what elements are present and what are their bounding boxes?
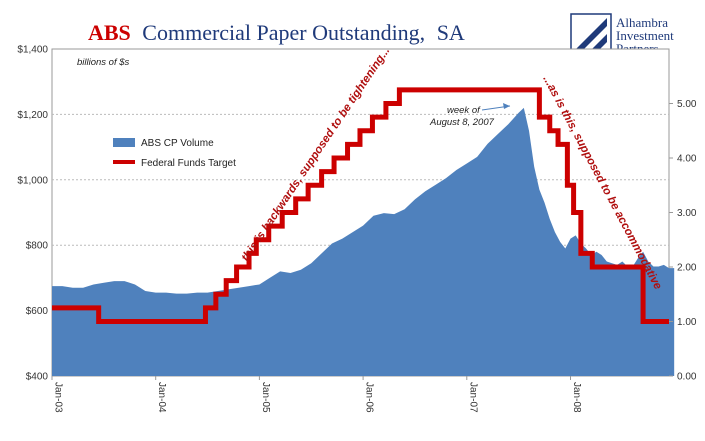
- y-left-tick-0: $400: [26, 372, 49, 383]
- y-left-axis: $400 $600 $800 $1,000 $1,200 $1,400: [17, 45, 48, 383]
- fed-funds-line-layer: [52, 87, 669, 324]
- legend-label-area: ABS CP Volume: [141, 138, 214, 149]
- logo-mark-icon-small: [591, 34, 607, 50]
- legend: ABS CP Volume Federal Funds Target: [113, 138, 236, 169]
- x-tick-5: Jan-08: [571, 382, 582, 413]
- x-tick-4: Jan-07: [467, 382, 478, 413]
- annotation-peak-line2: August 8, 2007: [429, 117, 495, 128]
- logo-line-2: Investment: [616, 28, 674, 43]
- x-tick-3: Jan-06: [364, 382, 375, 413]
- x-axis: Jan-03 Jan-04 Jan-05 Jan-06 Jan-07 Jan-08: [51, 376, 582, 413]
- title-sa: SA: [437, 20, 465, 45]
- chart-title: ABS Commercial Paper Outstanding, SA: [88, 20, 465, 45]
- x-tick-2: Jan-05: [260, 382, 271, 413]
- y-right-tick-3: 3.00: [677, 208, 697, 219]
- y-left-tick-3: $1,000: [17, 175, 48, 186]
- y-right-axis: 0.00 1.00 2.00 3.00 4.00 5.00: [669, 99, 697, 383]
- y-left-tick-2: $800: [26, 241, 49, 252]
- title-abs: ABS: [88, 20, 131, 45]
- legend-swatch-area: [113, 138, 135, 147]
- y-right-tick-1: 1.00: [677, 317, 697, 328]
- y-right-tick-2: 2.00: [677, 263, 697, 274]
- y-right-tick-4: 4.00: [677, 154, 697, 165]
- annotation-peak-line1: week of: [447, 105, 481, 116]
- legend-label-line: Federal Funds Target: [141, 158, 236, 169]
- x-tick-0: Jan-03: [53, 382, 64, 413]
- unit-label: billions of $s: [77, 57, 130, 68]
- y-left-tick-5: $1,400: [17, 45, 48, 56]
- y-left-tick-1: $600: [26, 306, 49, 317]
- annotation-peak-arrowhead-icon: [503, 103, 510, 109]
- logo-line-1: Alhambra: [616, 15, 668, 30]
- logo-mark-icon: [575, 18, 607, 50]
- y-right-tick-5: 5.00: [677, 99, 697, 110]
- federal-funds-target-line: [52, 87, 669, 324]
- y-right-tick-0: 0.00: [677, 372, 697, 383]
- x-tick-1: Jan-04: [156, 382, 167, 413]
- title-main: Commercial Paper Outstanding,: [142, 20, 425, 45]
- y-left-tick-4: $1,200: [17, 110, 48, 121]
